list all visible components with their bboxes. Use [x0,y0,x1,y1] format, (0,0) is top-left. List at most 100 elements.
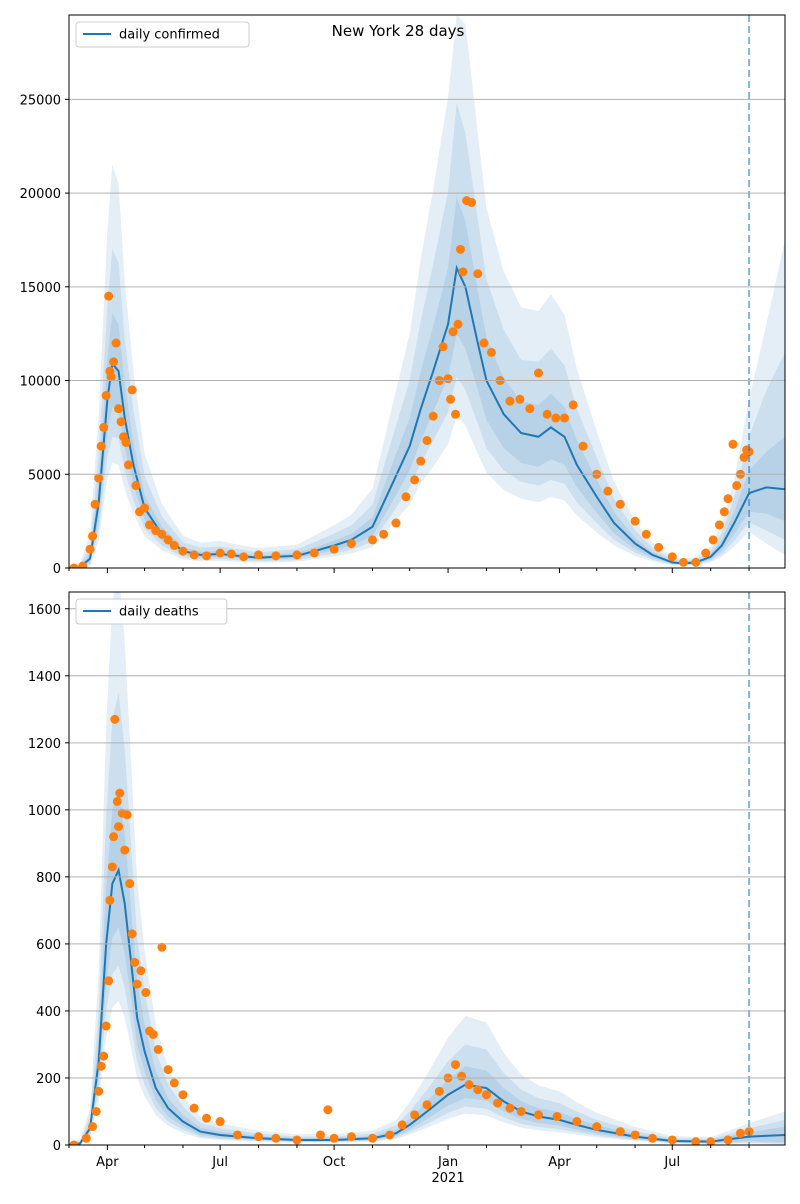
band-inner [69,196,785,568]
observed-point [455,244,465,254]
observed-point [410,1110,420,1120]
observed-point [592,1122,602,1132]
x-tick-label: Jul [663,1155,680,1170]
y-tick-label: 5000 [28,468,61,483]
y-tick-label: 15000 [20,281,61,296]
observed-point [728,439,738,449]
observed-point [473,269,483,279]
observed-point [127,385,137,395]
observed-point [163,535,173,545]
legend: daily confirmed [75,21,250,48]
x-tick-label: Jan [437,1155,458,1170]
observed-point [215,548,225,558]
observed-point [450,1060,460,1070]
observed-point [533,1110,543,1120]
x-tick-label: Apr [548,1155,571,1170]
observed-point [654,542,664,552]
observed-point [367,1133,377,1143]
observed-point [101,1021,111,1031]
observed-point [691,557,701,567]
observed-point [630,1130,640,1140]
observed-point [723,494,733,504]
observed-point [719,507,729,517]
observed-point [708,535,718,545]
observed-point [271,551,281,561]
observed-point [153,1044,163,1054]
observed-point [410,475,420,485]
observed-point [457,1071,467,1081]
observed-point [169,1078,179,1088]
figure-title: New York 28 days [332,22,465,40]
observed-point [105,895,115,905]
observed-point [438,342,448,352]
observed-point [140,503,150,513]
band-outer [69,15,785,568]
x-tick-label: Jul [211,1155,228,1170]
observed-point [104,976,114,986]
band-middle [69,103,785,568]
observed-point [515,394,525,404]
observed-point [667,552,677,562]
y-tick-label: 1200 [28,737,61,752]
legend-label: daily deaths [119,605,199,620]
axes-frame [68,591,786,1146]
observed-point [85,544,95,554]
observed-point [443,374,453,384]
observed-point [667,1135,677,1145]
observed-point [329,544,339,554]
observed-point [505,1103,515,1113]
observed-point [505,396,515,406]
panel-2: 0 200 400 600 800 1000 1200 1400 1600 Apr Jul Oct Ja… [28,591,786,1186]
observed-point [101,391,111,401]
observed-point [226,549,236,559]
x-tick-label: Apr [96,1155,119,1170]
observed-point [114,404,124,414]
observed-point [127,929,137,939]
observed-point [178,546,188,556]
observed-point [292,550,302,560]
observed-point [292,1135,302,1145]
y-tick-label: 1600 [28,603,61,618]
legend-box [75,21,250,48]
observed-point [706,1137,716,1145]
observed-point [422,1100,432,1110]
observed-point [111,338,121,348]
observed-point [121,437,131,447]
axes-frame [68,14,786,569]
observed-point [88,531,98,541]
observed-point [148,1029,158,1039]
observed-point [112,796,122,806]
observed-point [493,1098,503,1108]
observed-point [122,810,132,820]
panel-1: 0 5000 10000 15000 20000 25000 daily confirmed [20,14,786,577]
observed-point [572,1117,582,1127]
y-tick-label: 0 [53,1139,61,1154]
x-year-label: 2021 [432,1171,465,1186]
observed-point [309,548,319,558]
observed-point [486,347,496,357]
observed-point [453,319,463,329]
observed-point [391,518,401,528]
observed-point [434,1086,444,1096]
observed-point [691,1137,701,1145]
observed-point [81,1133,91,1143]
observed-point [88,1122,98,1132]
observed-point [458,267,468,277]
observed-point [78,561,88,568]
plot-area [69,592,785,1145]
observed-point [450,409,460,419]
observed-point [479,338,489,348]
estimate-line [69,264,785,568]
observed-point [99,422,109,432]
observed-point [422,436,432,446]
observed-point [115,788,125,798]
observed-point [732,481,742,491]
observed-point [525,404,535,414]
observed-point [163,1065,173,1075]
observed-point [94,473,104,483]
observed-point [189,1103,199,1113]
observed-point [96,1061,106,1071]
observed-point [464,1080,474,1090]
observed-point [109,832,119,842]
